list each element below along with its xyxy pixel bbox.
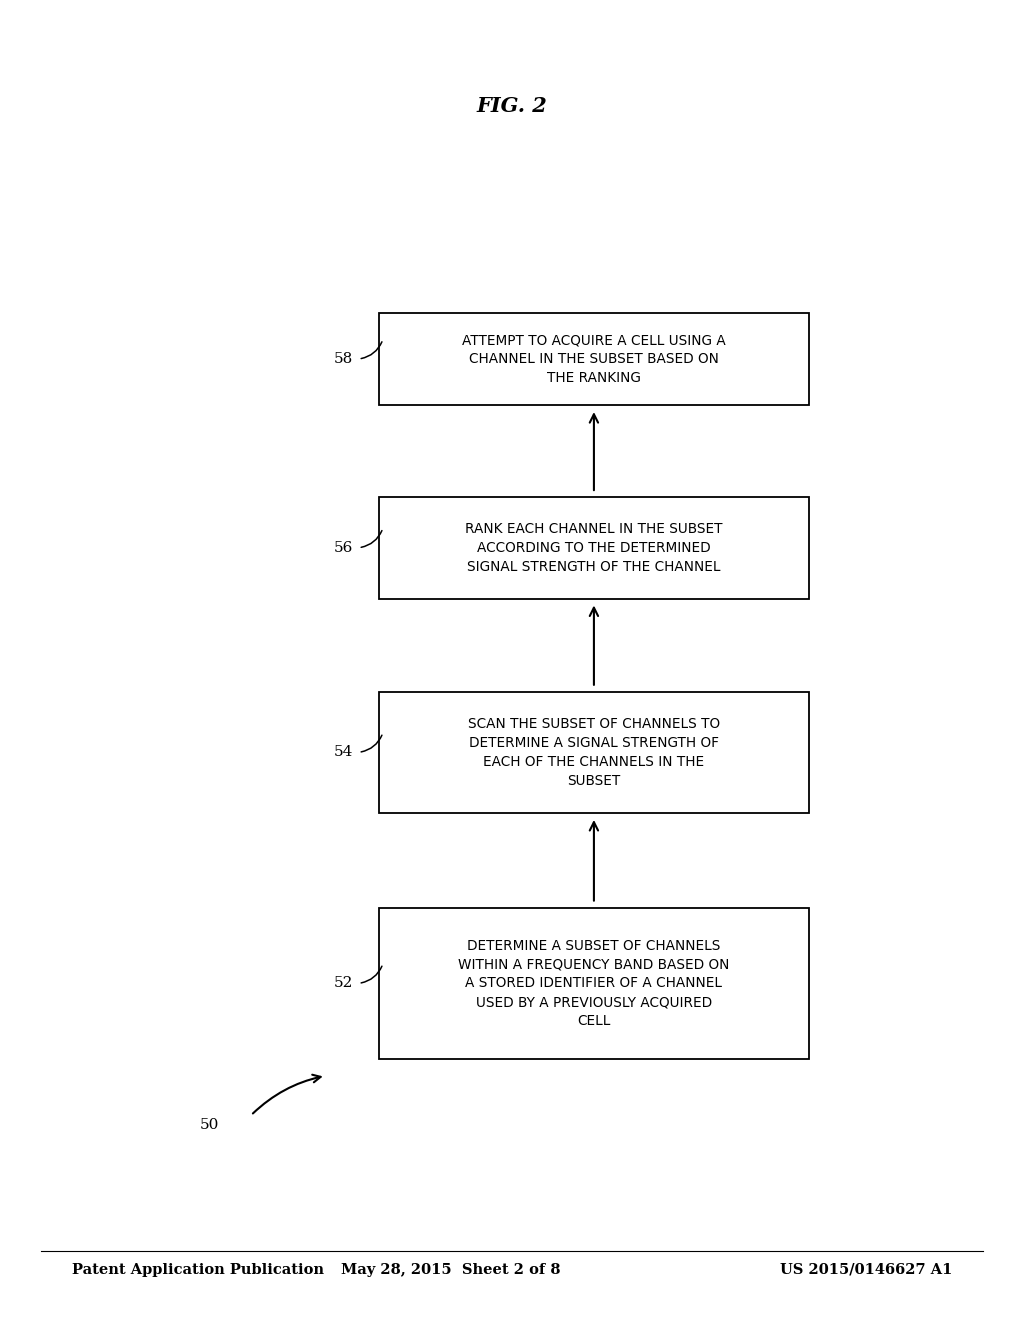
Text: 54: 54: [334, 746, 353, 759]
Text: Patent Application Publication: Patent Application Publication: [72, 1263, 324, 1276]
Text: 50: 50: [200, 1118, 219, 1131]
Text: May 28, 2015  Sheet 2 of 8: May 28, 2015 Sheet 2 of 8: [341, 1263, 560, 1276]
Text: RANK EACH CHANNEL IN THE SUBSET
ACCORDING TO THE DETERMINED
SIGNAL STRENGTH OF T: RANK EACH CHANNEL IN THE SUBSET ACCORDIN…: [465, 521, 723, 574]
Text: FIG. 2: FIG. 2: [476, 95, 548, 116]
Text: SCAN THE SUBSET OF CHANNELS TO
DETERMINE A SIGNAL STRENGTH OF
EACH OF THE CHANNE: SCAN THE SUBSET OF CHANNELS TO DETERMINE…: [468, 717, 720, 788]
Text: 58: 58: [334, 352, 353, 366]
Text: 52: 52: [334, 977, 353, 990]
Bar: [379, 498, 809, 599]
Text: ATTEMPT TO ACQUIRE A CELL USING A
CHANNEL IN THE SUBSET BASED ON
THE RANKING: ATTEMPT TO ACQUIRE A CELL USING A CHANNE…: [462, 333, 726, 385]
Text: DETERMINE A SUBSET OF CHANNELS
WITHIN A FREQUENCY BAND BASED ON
A STORED IDENTIF: DETERMINE A SUBSET OF CHANNELS WITHIN A …: [458, 939, 730, 1028]
Bar: [379, 908, 809, 1059]
Text: US 2015/0146627 A1: US 2015/0146627 A1: [780, 1263, 952, 1276]
Bar: [379, 313, 809, 405]
Text: 56: 56: [334, 541, 353, 554]
Bar: [379, 692, 809, 813]
